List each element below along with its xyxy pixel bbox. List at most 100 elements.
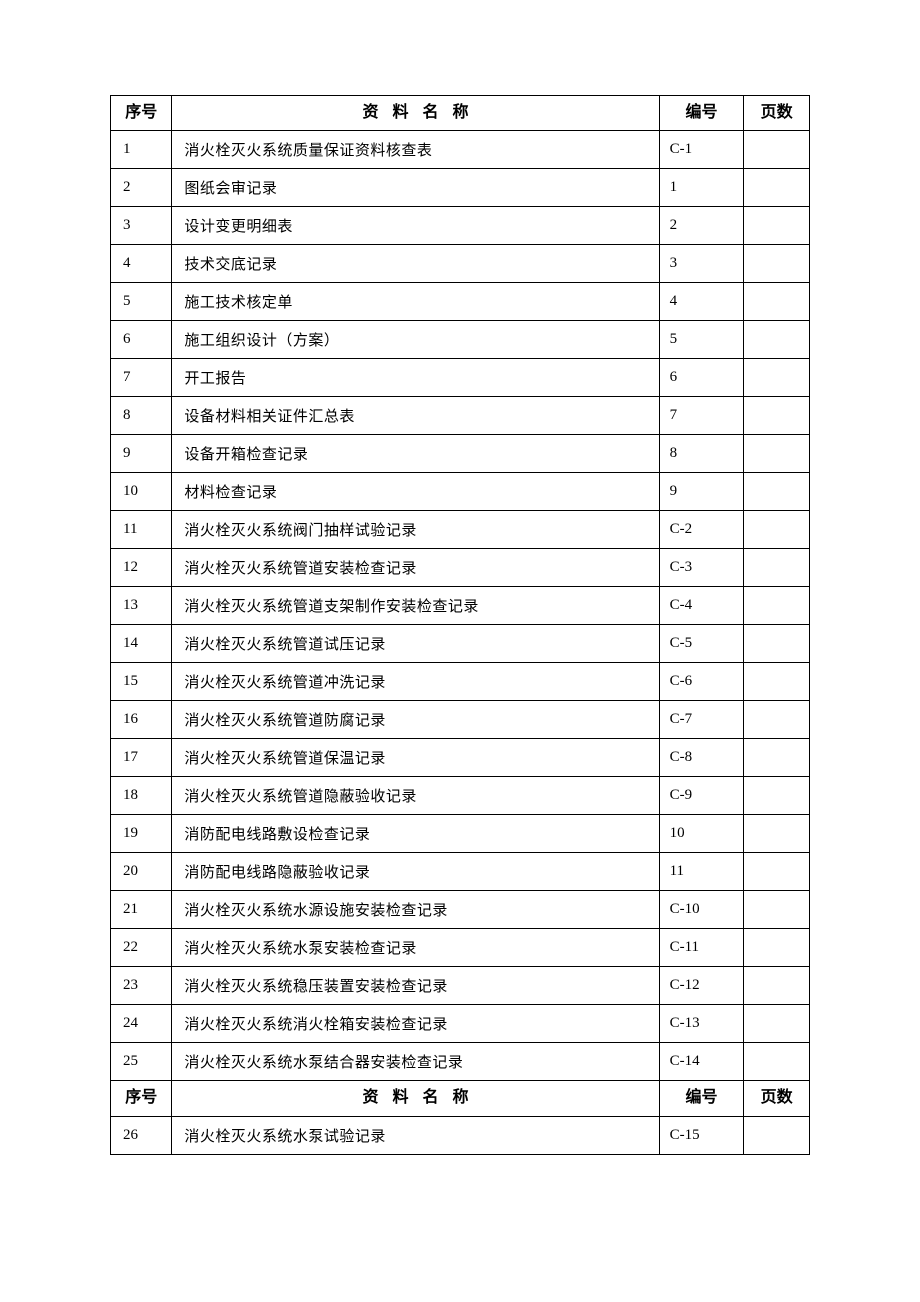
table-row: 12消火栓灭火系统管道安装检查记录C-3 [111,549,810,587]
table-body-2: 序号 资料名称 编号 页数 [111,1081,810,1116]
cell-code: 1 [659,169,744,207]
table-row: 21消火栓灭火系统水源设施安装检查记录C-10 [111,891,810,929]
cell-code: C-1 [659,131,744,169]
cell-code: C-11 [659,929,744,967]
cell-name: 消火栓灭火系统水源设施安装检查记录 [172,891,659,929]
cell-seq: 13 [111,587,172,625]
cell-code: 10 [659,815,744,853]
cell-code: C-13 [659,1005,744,1043]
table-row: 23消火栓灭火系统稳压装置安装检查记录C-12 [111,967,810,1005]
table-row: 22消火栓灭火系统水泵安装检查记录C-11 [111,929,810,967]
cell-seq: 5 [111,283,172,321]
cell-name: 消火栓灭火系统管道安装检查记录 [172,549,659,587]
cell-name: 消火栓灭火系统质量保证资料核查表 [172,131,659,169]
cell-seq: 20 [111,853,172,891]
cell-code: 3 [659,245,744,283]
cell-pages [744,929,810,967]
cell-pages [744,587,810,625]
table-row: 10材料检查记录9 [111,473,810,511]
cell-name: 技术交底记录 [172,245,659,283]
cell-code: C-4 [659,587,744,625]
cell-seq: 24 [111,1005,172,1043]
cell-seq: 19 [111,815,172,853]
cell-name: 开工报告 [172,359,659,397]
cell-code: 2 [659,207,744,245]
cell-pages [744,397,810,435]
cell-pages [744,1043,810,1081]
cell-pages [744,511,810,549]
header-code-2: 编号 [659,1081,744,1116]
table-row: 17消火栓灭火系统管道保温记录C-8 [111,739,810,777]
cell-seq: 26 [111,1116,172,1154]
cell-seq: 25 [111,1043,172,1081]
table-row: 2图纸会审记录1 [111,169,810,207]
cell-seq: 11 [111,511,172,549]
table-header-row: 序号 资料名称 编号 页数 [111,96,810,131]
table-row: 15消火栓灭火系统管道冲洗记录C-6 [111,663,810,701]
header-seq-2: 序号 [111,1081,172,1116]
cell-code: C-6 [659,663,744,701]
cell-code: C-3 [659,549,744,587]
cell-name: 消火栓灭火系统水泵安装检查记录 [172,929,659,967]
cell-seq: 7 [111,359,172,397]
cell-pages [744,701,810,739]
header-code: 编号 [659,96,744,131]
cell-code: C-15 [659,1116,744,1154]
cell-pages [744,853,810,891]
cell-pages [744,815,810,853]
cell-seq: 9 [111,435,172,473]
table-rows-group-2: 26消火栓灭火系统水泵试验记录C-15 [111,1116,810,1154]
cell-name: 消火栓灭火系统管道冲洗记录 [172,663,659,701]
cell-seq: 12 [111,549,172,587]
cell-code: C-12 [659,967,744,1005]
cell-name: 设备开箱检查记录 [172,435,659,473]
cell-code: 7 [659,397,744,435]
cell-code: 11 [659,853,744,891]
cell-seq: 10 [111,473,172,511]
cell-seq: 17 [111,739,172,777]
table-row: 13消火栓灭火系统管道支架制作安装检查记录C-4 [111,587,810,625]
table-row: 8设备材料相关证件汇总表7 [111,397,810,435]
cell-pages [744,321,810,359]
cell-pages [744,473,810,511]
cell-name: 消火栓灭火系统管道试压记录 [172,625,659,663]
cell-seq: 3 [111,207,172,245]
table-header-row-2: 序号 资料名称 编号 页数 [111,1081,810,1116]
cell-name: 消防配电线路敷设检查记录 [172,815,659,853]
cell-name: 材料检查记录 [172,473,659,511]
cell-pages [744,625,810,663]
table-body: 序号 资料名称 编号 页数 [111,96,810,131]
cell-pages [744,359,810,397]
cell-seq: 8 [111,397,172,435]
cell-name: 消火栓灭火系统水泵结合器安装检查记录 [172,1043,659,1081]
cell-name: 消火栓灭火系统管道隐蔽验收记录 [172,777,659,815]
cell-seq: 18 [111,777,172,815]
table-rows-group-1: 1消火栓灭火系统质量保证资料核查表C-12图纸会审记录13设计变更明细表24技术… [111,131,810,1081]
materials-index-table: 序号 资料名称 编号 页数 1消火栓灭火系统质量保证资料核查表C-12图纸会审记… [110,95,810,1155]
cell-name: 消火栓灭火系统消火栓箱安装检查记录 [172,1005,659,1043]
table-row: 25消火栓灭火系统水泵结合器安装检查记录C-14 [111,1043,810,1081]
cell-name: 消火栓灭火系统管道防腐记录 [172,701,659,739]
table-row: 6施工组织设计（方案）5 [111,321,810,359]
cell-seq: 4 [111,245,172,283]
cell-pages [744,777,810,815]
header-seq: 序号 [111,96,172,131]
table-row: 20消防配电线路隐蔽验收记录11 [111,853,810,891]
table-row: 19消防配电线路敷设检查记录10 [111,815,810,853]
header-pages-2: 页数 [744,1081,810,1116]
cell-code: C-10 [659,891,744,929]
cell-pages [744,169,810,207]
cell-pages [744,131,810,169]
cell-name: 设计变更明细表 [172,207,659,245]
cell-seq: 15 [111,663,172,701]
table-row: 4技术交底记录3 [111,245,810,283]
table-row: 18消火栓灭火系统管道隐蔽验收记录C-9 [111,777,810,815]
cell-code: 6 [659,359,744,397]
cell-pages [744,1005,810,1043]
cell-pages [744,207,810,245]
cell-code: 4 [659,283,744,321]
cell-name: 施工技术核定单 [172,283,659,321]
cell-code: 5 [659,321,744,359]
cell-seq: 16 [111,701,172,739]
cell-name: 消防配电线路隐蔽验收记录 [172,853,659,891]
